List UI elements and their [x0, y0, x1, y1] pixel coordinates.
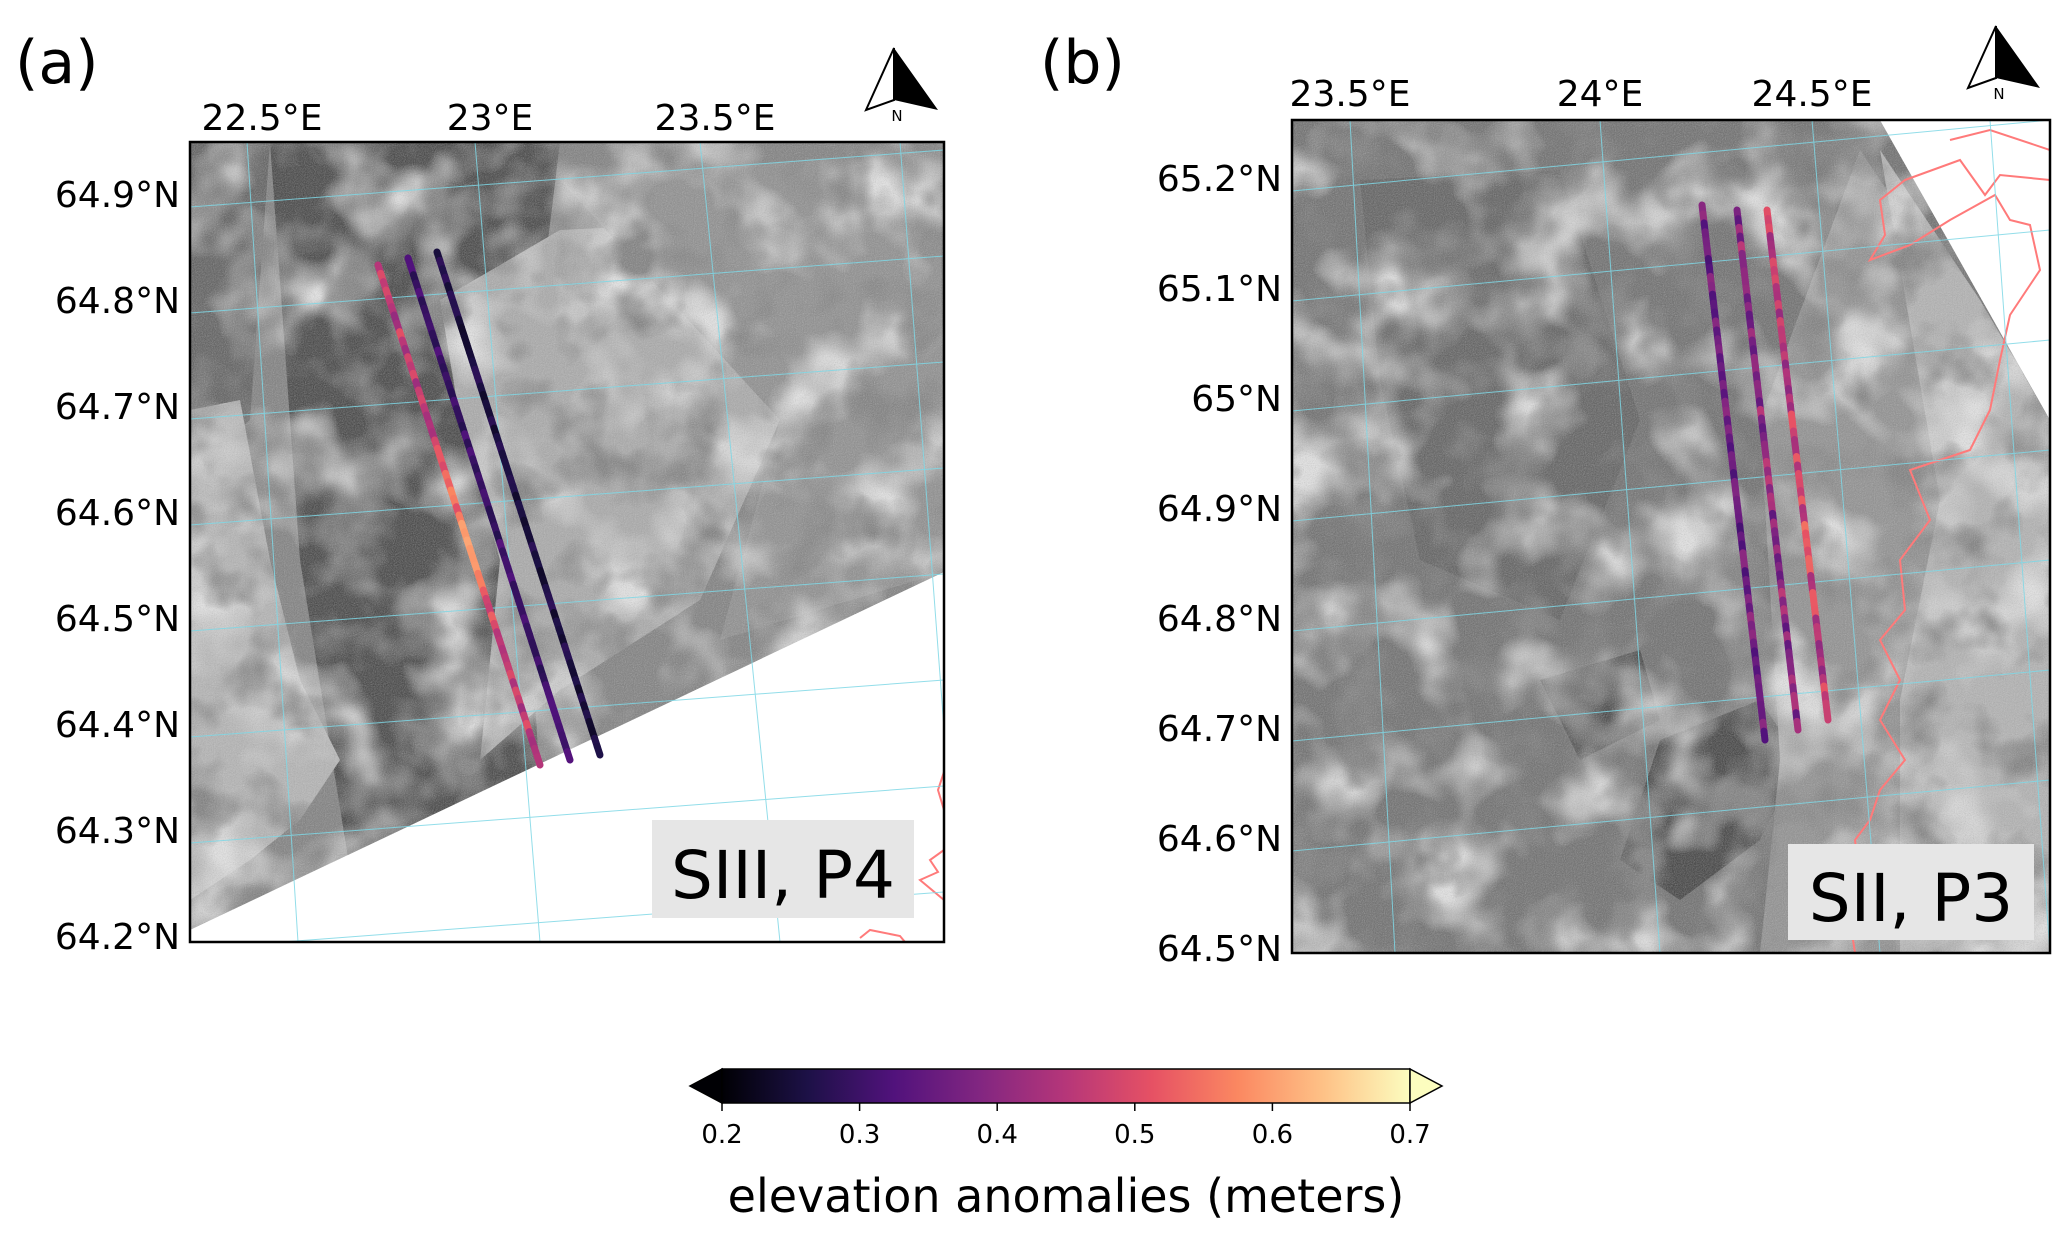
lat-tick-label: 64.8°N: [55, 281, 180, 322]
meridian: [474, 142, 541, 942]
north-label-a: N: [891, 107, 902, 125]
colorbar-ticks: 0.2 0.3 0.4 0.5 0.6 0.7: [701, 1103, 1431, 1150]
track-segment: [533, 753, 544, 769]
lon-tick-label: 22.5°E: [202, 98, 323, 139]
parallel: [190, 361, 944, 420]
colorbar-bar: [721, 1068, 1411, 1104]
meridian: [1989, 120, 2050, 953]
lat-tick-labels-a: 64.9°N 64.8°N 64.7°N 64.6°N 64.5°N 64.4°N 64.3…: [55, 175, 180, 958]
lon-tick-labels-a: 22.5°E 23°E 23.5°E: [202, 98, 776, 139]
colorbar: 0.2 0.3 0.4 0.5 0.6 0.7 elevation anomalies (…: [688, 1067, 1444, 1223]
annotation-b: SII, P3: [1809, 860, 2014, 937]
track-segment: [1793, 717, 1802, 734]
lat-tick-label: 64.7°N: [1157, 709, 1282, 750]
parallel: [190, 467, 944, 526]
track-segment: [563, 748, 574, 764]
panel-b: (b) 23.5°E 24°E 24.5°E 65.2°N 65.1°N 65°N 64.…: [1040, 25, 2052, 970]
lon-tick-label: 23.5°E: [655, 98, 776, 139]
track-segment: [1760, 727, 1769, 744]
parallel: [1292, 120, 2050, 192]
parallel: [1292, 229, 2050, 302]
meridian: [699, 142, 781, 942]
annotation-box-b: [1788, 844, 2034, 940]
colorbar-tick-label: 0.2: [701, 1120, 742, 1150]
lat-tick-label: 65°N: [1191, 379, 1282, 420]
lat-tick-label: 64.6°N: [1157, 819, 1282, 860]
colorbar-extend-low: [688, 1067, 723, 1105]
parallel: [190, 573, 944, 632]
meridian: [1811, 120, 1881, 953]
colorbar-tick-label: 0.6: [1252, 1120, 1293, 1150]
north-arrow-a: N: [864, 47, 938, 125]
lat-tick-label: 64.7°N: [55, 387, 180, 428]
lon-tick-label: 24°E: [1557, 74, 1644, 115]
panel-label-b: (b): [1040, 28, 1125, 98]
north-label-b: N: [1993, 85, 2004, 103]
colorbar-tick-label: 0.4: [977, 1120, 1018, 1150]
parallel: [190, 679, 944, 738]
track-segment: [1823, 708, 1832, 724]
track-segment: [593, 743, 604, 759]
colorbar-tick-label: 0.3: [839, 1120, 880, 1150]
lat-tick-label: 64.4°N: [55, 705, 180, 746]
lat-tick-label: 64.2°N: [55, 917, 180, 958]
lat-tick-label: 65.1°N: [1157, 269, 1282, 310]
no-data-b: [1880, 120, 2050, 420]
parallel: [1292, 779, 2050, 852]
lat-tick-labels-b: 65.2°N 65.1°N 65°N 64.9°N 64.8°N 64.7°N 64.6°N…: [1157, 159, 1282, 970]
parallel: [190, 149, 944, 208]
lon-tick-label: 24.5°E: [1752, 74, 1873, 115]
parallel: [190, 255, 944, 314]
graticule-b: [1292, 120, 2050, 953]
panel-label-a: (a): [15, 28, 99, 98]
colorbar-label: elevation anomalies (meters): [728, 1169, 1405, 1223]
coastline-a: [859, 771, 944, 942]
colorbar-tick-label: 0.5: [1114, 1120, 1155, 1150]
meridian: [246, 142, 299, 942]
colorbar-extend-high: [1409, 1067, 1444, 1105]
north-arrow-b: N: [1966, 25, 2040, 103]
lon-tick-label: 23°E: [447, 98, 534, 139]
map-frame-a: [188, 140, 946, 944]
graticule-a: [190, 142, 944, 942]
lon-tick-label: 23.5°E: [1290, 74, 1411, 115]
lat-tick-label: 64.9°N: [1157, 489, 1282, 530]
lat-tick-label: 64.5°N: [1157, 929, 1282, 970]
lat-tick-label: 64.9°N: [55, 175, 180, 216]
altimetry-tracks-b: [1698, 201, 1832, 744]
parallel: [1292, 449, 2050, 522]
parallel: [1292, 559, 2050, 632]
colorbar-tick-label: 0.7: [1389, 1120, 1430, 1150]
lat-tick-label: 64.3°N: [55, 811, 180, 852]
lon-tick-labels-b: 23.5°E 24°E 24.5°E: [1290, 74, 1873, 115]
lat-tick-label: 65.2°N: [1157, 159, 1282, 200]
parallel: [1292, 339, 2050, 412]
parallel: [190, 785, 944, 844]
annotation-a: SIII, P4: [671, 837, 895, 914]
coastline-b: [1848, 158, 2050, 953]
lat-tick-label: 64.8°N: [1157, 599, 1282, 640]
panel-a: (a) 22.5°E 23°E 23.5°E 64.9°N64.8°N64.7°N6…: [15, 28, 946, 958]
annotation-box-a: [652, 820, 914, 918]
map-frame-b: [1290, 118, 2052, 955]
lat-tick-label: 64.5°N: [55, 599, 180, 640]
meridian: [1599, 120, 1661, 953]
parallel: [1292, 669, 2050, 742]
meridian: [1349, 120, 1396, 953]
lat-tick-label: 64.6°N: [55, 493, 180, 534]
meridian: [899, 142, 944, 736]
altimetry-tracks-a: [374, 248, 604, 769]
